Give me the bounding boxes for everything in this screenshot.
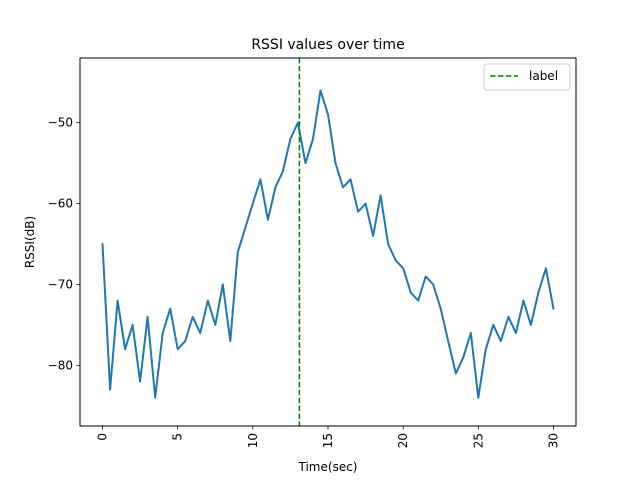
y-axis-label: RSSI(dB): [23, 216, 37, 268]
x-tick-label: 20: [396, 433, 410, 448]
x-tick-label: 25: [471, 433, 485, 448]
y-tick-label: −70: [48, 277, 73, 291]
x-tick-label: 10: [246, 433, 260, 448]
y-tick-label: −50: [48, 116, 73, 130]
legend-entry-label: label: [529, 69, 558, 83]
y-axis-ticks: −80 −70 −60 −50: [48, 116, 80, 372]
legend-box: [483, 63, 571, 91]
legend: label: [483, 63, 571, 91]
series-layer: [101, 89, 555, 399]
chart-title: RSSI values over time: [251, 37, 404, 53]
series-line-0: [101, 89, 555, 399]
x-axis-ticks: 0 5 10 15 20 25 30: [96, 426, 560, 448]
x-tick-label: 5: [171, 433, 185, 441]
x-tick-label: 0: [96, 433, 110, 441]
x-tick-label: 30: [546, 433, 560, 448]
y-tick-label: −60: [48, 197, 73, 211]
x-axis-label: Time(sec): [298, 460, 358, 474]
x-tick-label: 15: [321, 433, 335, 448]
y-tick-label: −80: [48, 358, 73, 372]
